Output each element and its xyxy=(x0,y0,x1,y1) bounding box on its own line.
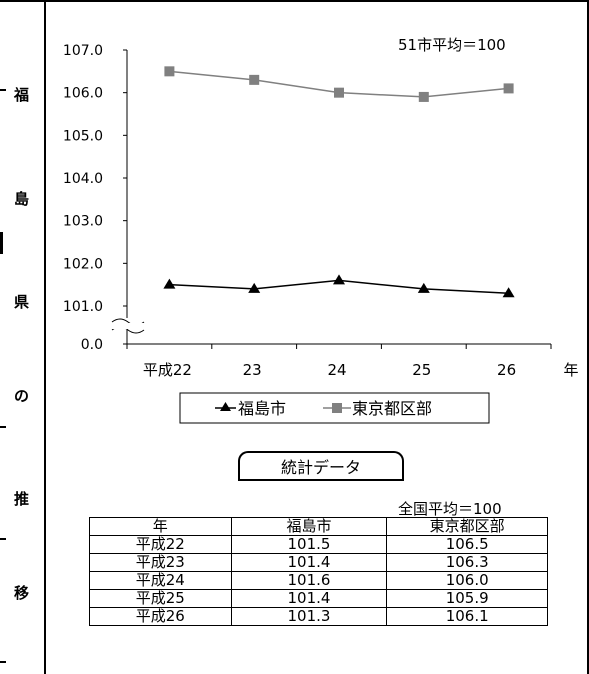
y-tick-label: 107.0 xyxy=(63,43,103,59)
x-tick-label: 26 xyxy=(497,361,516,379)
side-title-column: 福 島 県 の 推 移 xyxy=(0,0,46,674)
y-tick-label: 104.0 xyxy=(63,171,103,187)
cell-tokyo: 106.5 xyxy=(386,535,548,554)
y-tick-label: 105.0 xyxy=(63,128,103,144)
data-point-square xyxy=(418,91,429,102)
table-row: 平成24 101.6 106.0 xyxy=(89,571,548,590)
legend-label: 東京都区部 xyxy=(352,399,432,418)
chart-annotation: 51市平均＝100 xyxy=(398,36,506,54)
right-border xyxy=(587,0,589,674)
stats-label: 統計データ xyxy=(238,451,404,480)
cell-fukushima: 101.3 xyxy=(230,607,388,626)
x-tick-label: 24 xyxy=(327,361,346,379)
data-point-square xyxy=(164,66,175,77)
edge-mark xyxy=(0,426,6,428)
side-title-char: 推 xyxy=(14,490,30,508)
side-title-char: の xyxy=(14,387,30,405)
side-title-char: 移 xyxy=(14,584,30,602)
legend-marker-triangle xyxy=(220,402,231,411)
edge-mark xyxy=(0,538,6,540)
cell-year: 平成24 xyxy=(89,571,232,590)
x-tick-label: 平成22 xyxy=(143,361,192,379)
cell-year: 平成22 xyxy=(89,535,232,554)
edge-mark xyxy=(0,661,6,663)
y-tick-label: 102.0 xyxy=(63,256,103,272)
cell-fukushima: 101.5 xyxy=(230,535,388,554)
legend-label: 福島市 xyxy=(238,399,286,418)
axis-break-gap xyxy=(112,323,144,329)
cell-tokyo: 105.9 xyxy=(386,589,548,608)
table-row: 平成26 101.3 106.1 xyxy=(89,607,548,626)
edge-mark xyxy=(0,232,3,254)
national-average-note: 全国平均＝100 xyxy=(398,500,502,518)
header-year: 年 xyxy=(89,517,232,536)
data-point-triangle xyxy=(163,278,176,289)
table-row: 平成23 101.4 106.3 xyxy=(89,553,548,572)
data-point-square xyxy=(334,87,344,98)
y-tick-label: 101.0 xyxy=(63,299,103,315)
cell-fukushima: 101.6 xyxy=(230,571,388,590)
edge-mark xyxy=(0,89,6,91)
side-title-char: 島 xyxy=(14,190,30,208)
cell-tokyo: 106.3 xyxy=(386,553,548,572)
x-tick-label: 25 xyxy=(412,361,431,379)
data-point-triangle xyxy=(333,274,345,285)
y-tick-label: 0.0 xyxy=(81,337,103,353)
line-chart: 107.0 106.0 105.0 104.0 103.0 102.0 101.0 0.0 平成… xyxy=(63,43,579,424)
cell-year: 平成26 xyxy=(89,607,232,626)
header-tokyo: 東京都区部 xyxy=(386,517,548,536)
cell-year: 平成23 xyxy=(89,553,232,572)
stats-label-underline xyxy=(238,479,404,481)
table-row: 平成22 101.5 106.5 xyxy=(89,535,548,554)
y-tick-label: 106.0 xyxy=(63,86,103,102)
cell-fukushima: 101.4 xyxy=(230,553,388,572)
data-point-square xyxy=(503,83,514,94)
cell-fukushima: 101.4 xyxy=(230,589,388,608)
cell-tokyo: 106.1 xyxy=(386,607,548,626)
top-border xyxy=(0,0,589,8)
data-point-square xyxy=(249,74,260,85)
legend-marker-square xyxy=(332,403,342,413)
side-title-char: 福 xyxy=(14,86,30,104)
y-tick-label: 103.0 xyxy=(63,214,103,230)
cell-tokyo: 106.0 xyxy=(386,571,548,590)
stats-table: 年 福島市 東京都区部 平成22 101.5 106.5 平成23 101.4 … xyxy=(89,517,548,626)
x-axis-unit: 年 xyxy=(563,361,578,379)
data-point-triangle xyxy=(417,282,430,293)
x-tick-label: 23 xyxy=(243,361,262,379)
table-row: 平成25 101.4 105.9 xyxy=(89,589,548,608)
data-point-triangle xyxy=(248,282,261,293)
table-header-row: 年 福島市 東京都区部 xyxy=(89,517,548,536)
cell-year: 平成25 xyxy=(89,589,232,608)
header-fukushima: 福島市 xyxy=(230,517,388,536)
data-point-triangle xyxy=(502,287,515,298)
side-title-char: 県 xyxy=(14,293,30,311)
